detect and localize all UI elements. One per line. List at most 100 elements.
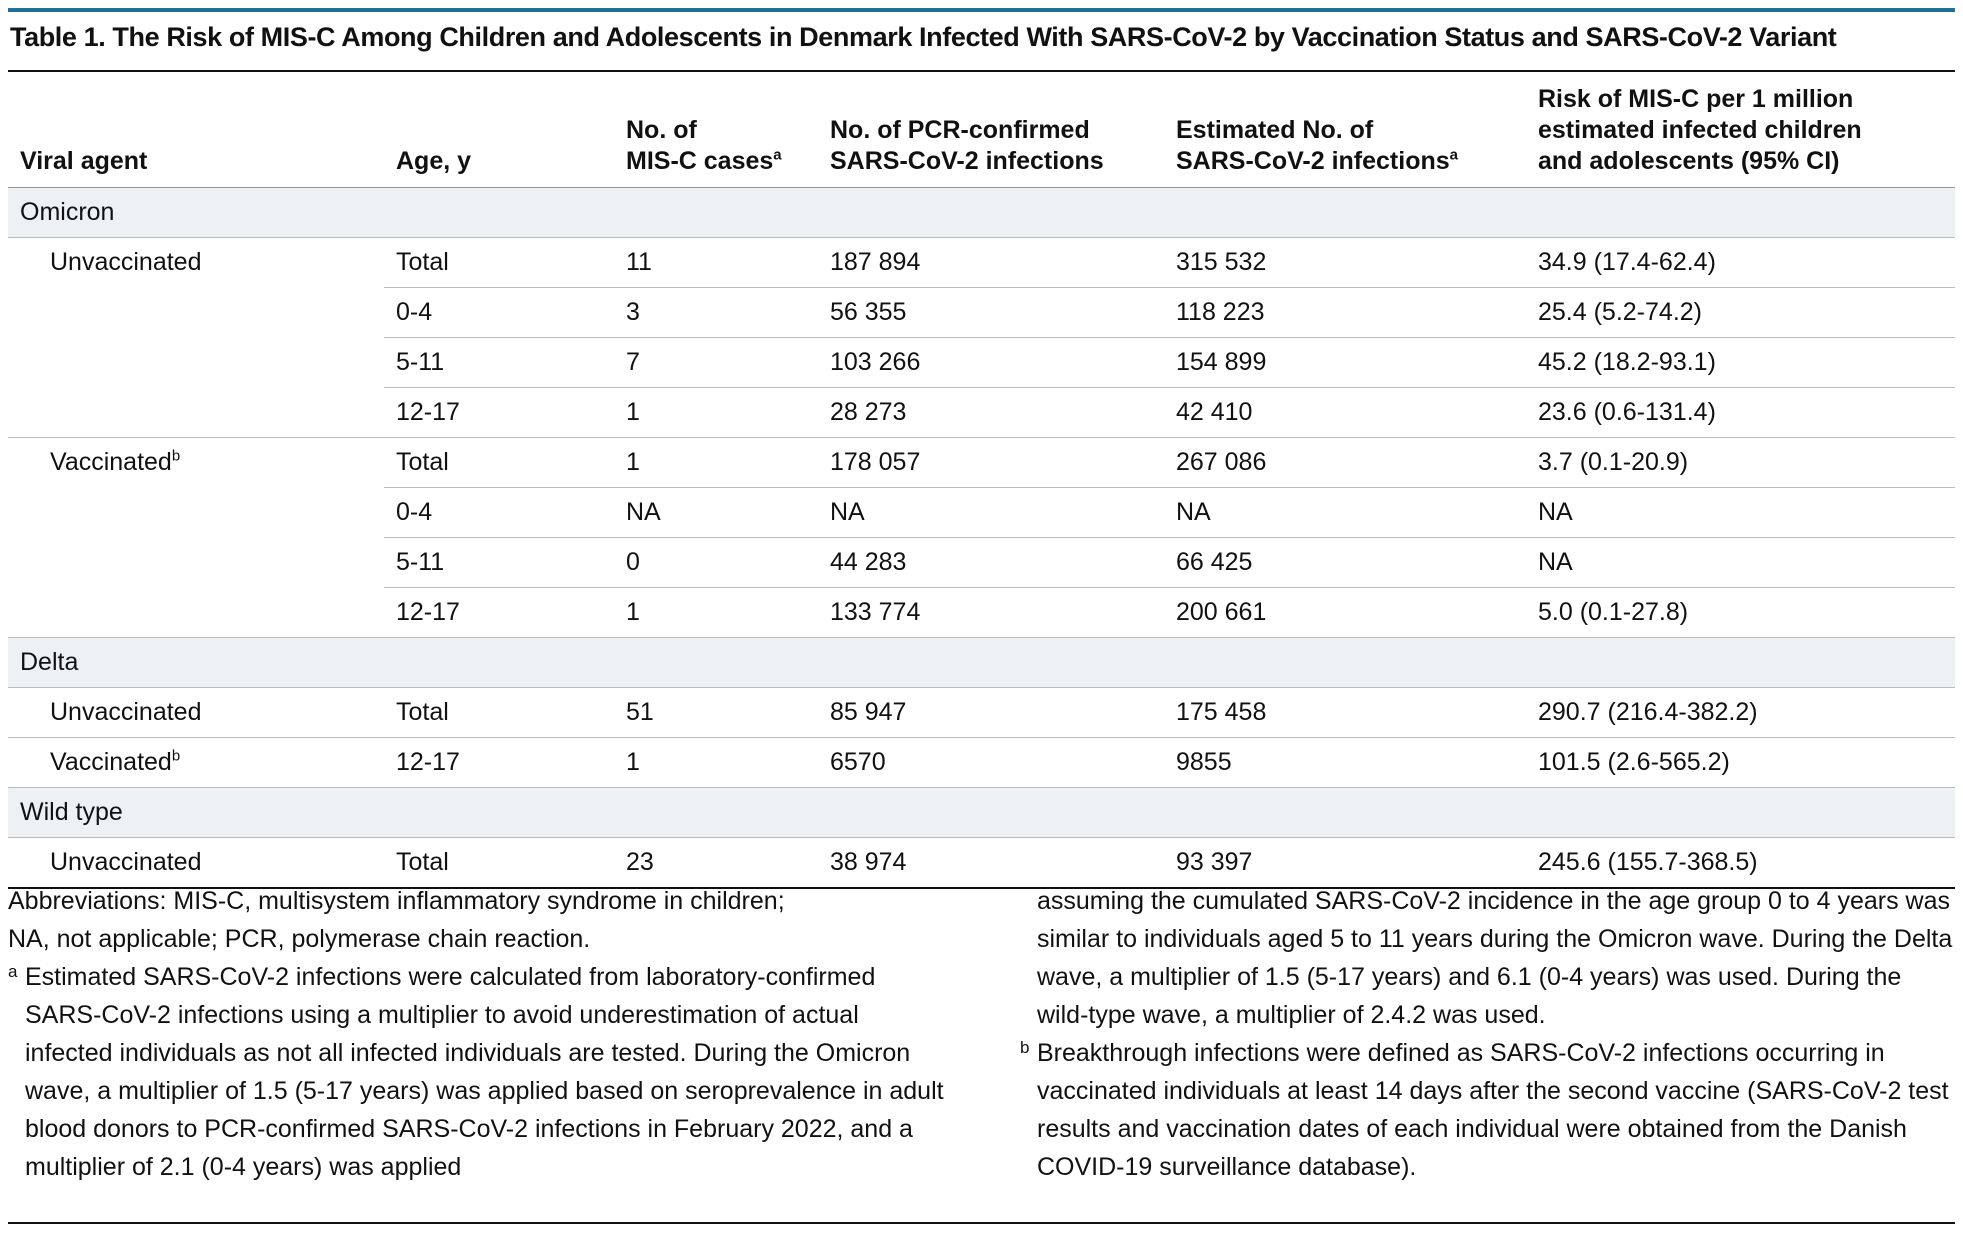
age-cell: Total: [384, 437, 614, 488]
table-row: 5-11 0 44 283 66 425 NA: [8, 537, 1955, 588]
table-row: 5-11 7 103 266 154 899 45.2 (18.2-93.1): [8, 337, 1955, 388]
footnote-a-continued: assuming the cumulated SARS-CoV-2 incide…: [1020, 882, 1955, 1034]
header-viral-agent: Viral agent: [8, 71, 384, 188]
cases-cell: 3: [614, 287, 818, 338]
age-cell: Total: [384, 237, 614, 288]
estimated-cell: 118 223: [1164, 287, 1526, 338]
footnotes-left-column: Abbreviations: MIS-C, multisystem inflam…: [8, 882, 948, 1186]
header-estimated-infections: Estimated No. of SARS-CoV-2 infectionsa: [1164, 71, 1526, 188]
cases-cell: NA: [614, 487, 818, 538]
estimated-cell: 9855: [1164, 737, 1526, 788]
risk-cell: NA: [1526, 487, 1955, 538]
cases-cell: 7: [614, 337, 818, 388]
cases-cell: 51: [614, 687, 818, 738]
pcr-cell: 103 266: [818, 337, 1164, 388]
header-mis-c-cases: No. of MIS-C casesa: [614, 71, 818, 188]
group-row-delta: Delta: [8, 637, 1955, 688]
pcr-cell: NA: [818, 487, 1164, 538]
estimated-cell: 315 532: [1164, 237, 1526, 288]
footnote-b-text: Breakthrough infections were defined as …: [1037, 1039, 1949, 1181]
footnote-b: b Breakthrough infections were defined a…: [1020, 1034, 1955, 1186]
abbreviations-note: Abbreviations: MIS-C, multisystem inflam…: [8, 887, 785, 953]
footnote-a-text: Estimated SARS-CoV-2 infections were cal…: [25, 963, 944, 1181]
table-row: 12-17 1 28 273 42 410 23.6 (0.6-131.4): [8, 387, 1955, 438]
table-row: Unvaccinated Total 23 38 974 93 397 245.…: [8, 838, 1955, 889]
pcr-cell: 28 273: [818, 387, 1164, 438]
cases-cell: 1: [614, 587, 818, 638]
table-title: Table 1. The Risk of MIS-C Among Childre…: [10, 22, 1837, 52]
pcr-cell: 56 355: [818, 287, 1164, 338]
cases-cell: 0: [614, 537, 818, 588]
footnote-a-marker: a: [8, 962, 18, 981]
risk-cell: 3.7 (0.1-20.9): [1526, 437, 1955, 488]
age-cell: Total: [384, 687, 614, 738]
group-label: Omicron: [8, 187, 384, 238]
header-row: Viral agent Age, y No. of MIS-C casesa No…: [8, 71, 1955, 188]
footnotes-right-column: assuming the cumulated SARS-CoV-2 incide…: [1020, 882, 1955, 1186]
age-cell: 0-4: [384, 287, 614, 338]
mis-c-risk-table: Viral agent Age, y No. of MIS-C casesa No…: [8, 70, 1955, 889]
risk-cell: 45.2 (18.2-93.1): [1526, 337, 1955, 388]
cases-cell: 1: [614, 737, 818, 788]
group-label: Wild type: [8, 787, 384, 838]
table-row: 12-17 1 133 774 200 661 5.0 (0.1-27.8): [8, 587, 1955, 638]
risk-cell: 23.6 (0.6-131.4): [1526, 387, 1955, 438]
age-cell: 5-11: [384, 337, 614, 388]
pcr-cell: 38 974: [830, 848, 907, 876]
age-cell: Total: [396, 848, 449, 876]
group-label: Delta: [8, 637, 384, 688]
risk-cell: NA: [1526, 537, 1955, 588]
age-cell: 12-17: [384, 737, 614, 788]
table-row: Vaccinatedb Total 1 178 057 267 086 3.7 …: [8, 437, 1955, 488]
risk-cell: 290.7 (216.4-382.2): [1526, 687, 1955, 738]
table-row: Vaccinatedb 12-17 1 6570 9855 101.5 (2.6…: [8, 737, 1955, 788]
footnote-b-marker: b: [1020, 1038, 1030, 1057]
footnote-a: a Estimated SARS-CoV-2 infections were c…: [8, 958, 948, 1186]
age-cell: 12-17: [384, 587, 614, 638]
risk-cell: 101.5 (2.6-565.2): [1526, 737, 1955, 788]
cases-cell: 1: [614, 437, 818, 488]
estimated-cell: 66 425: [1164, 537, 1526, 588]
bottom-rule: [8, 1222, 1955, 1224]
status-label: Unvaccinated: [50, 848, 202, 876]
age-cell: 12-17: [384, 387, 614, 438]
estimated-cell: 175 458: [1164, 687, 1526, 738]
risk-cell: 5.0 (0.1-27.8): [1526, 587, 1955, 638]
estimated-cell: 42 410: [1164, 387, 1526, 438]
table-row: 0-4 3 56 355 118 223 25.4 (5.2-74.2): [8, 287, 1955, 338]
estimated-cell: 154 899: [1164, 337, 1526, 388]
pcr-cell: 6570: [818, 737, 1164, 788]
table-footnotes: Abbreviations: MIS-C, multisystem inflam…: [8, 882, 1955, 1186]
risk-cell: 245.6 (155.7-368.5): [1538, 848, 1758, 876]
header-pcr-infections: No. of PCR-confirmed SARS-CoV-2 infection…: [818, 71, 1164, 188]
estimated-cell: 93 397: [1176, 848, 1253, 876]
pcr-cell: 133 774: [818, 587, 1164, 638]
estimated-cell: NA: [1164, 487, 1526, 538]
group-row-omicron: Omicron: [8, 187, 1955, 238]
table-row: Unvaccinated Total 11 187 894 315 532 34…: [8, 237, 1955, 288]
estimated-cell: 267 086: [1164, 437, 1526, 488]
status-label: Vaccinatedb: [8, 737, 384, 788]
pcr-cell: 44 283: [818, 537, 1164, 588]
pcr-cell: 187 894: [818, 237, 1164, 288]
table-row: 0-4 NA NA NA NA: [8, 487, 1955, 538]
cases-cell: 11: [614, 237, 818, 288]
status-label: Unvaccinated: [8, 687, 384, 738]
estimated-cell: 200 661: [1164, 587, 1526, 638]
cases-cell: 23: [626, 848, 654, 876]
risk-cell: 34.9 (17.4-62.4): [1526, 237, 1955, 288]
header-risk: Risk of MIS-C per 1 million estimated inf…: [1526, 71, 1955, 188]
status-label: Unvaccinated: [50, 248, 202, 277]
risk-cell: 25.4 (5.2-74.2): [1526, 287, 1955, 338]
footnote-a-continued-text: assuming the cumulated SARS-CoV-2 incide…: [1037, 887, 1953, 1029]
group-row-wild-type: Wild type: [8, 787, 1955, 838]
pcr-cell: 85 947: [818, 687, 1164, 738]
age-cell: 5-11: [384, 537, 614, 588]
table-row: Unvaccinated Total 51 85 947 175 458 290…: [8, 687, 1955, 738]
age-cell: 0-4: [384, 487, 614, 538]
cases-cell: 1: [614, 387, 818, 438]
top-rule: [8, 8, 1955, 12]
pcr-cell: 178 057: [818, 437, 1164, 488]
status-label: Vaccinatedb: [50, 447, 181, 477]
